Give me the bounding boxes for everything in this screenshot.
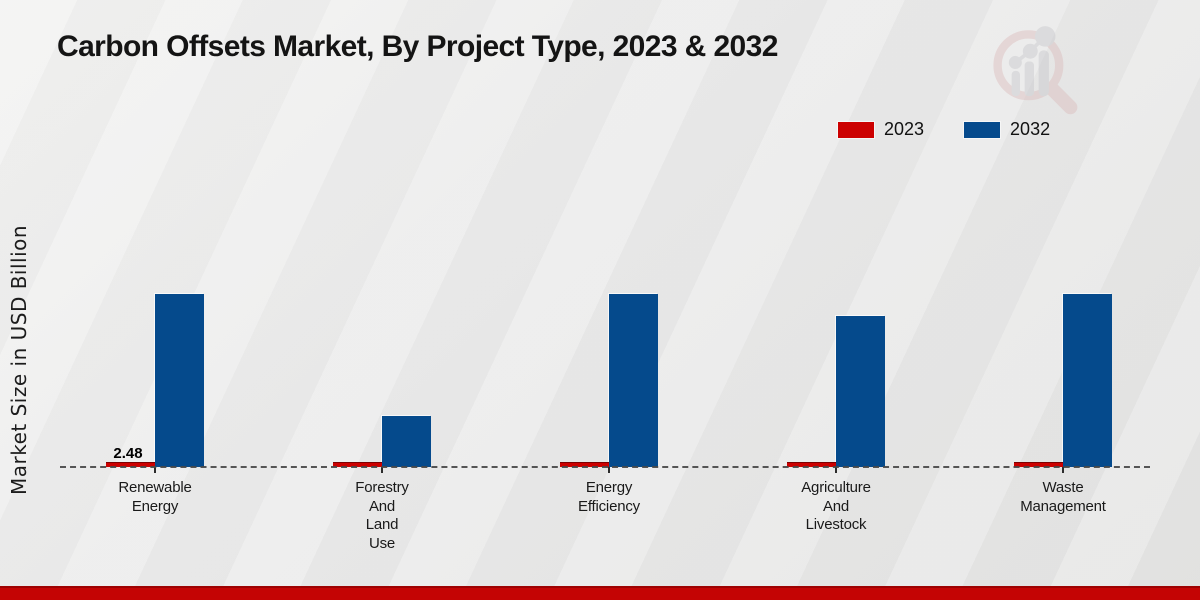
bar-value-label: 2.48 [113,445,143,462]
x-axis-dashed-line [60,466,1150,468]
legend-label-2023: 2023 [884,119,925,139]
y-axis-label: Market Size in USD Billion [7,224,31,495]
legend-swatch-2023 [838,121,874,138]
chart-title: Carbon Offsets Market, By Project Type, … [57,30,778,63]
bar-2023-forestry-and-land-use [333,462,382,467]
bar-2023-energy-efficiency [560,462,609,467]
bar-2032-agriculture-and-livestock [836,316,885,467]
category-label-waste-management: Waste Management [1020,479,1106,515]
bar-2032-waste-management [1063,294,1112,467]
category-label-energy-efficiency: Energy Efficiency [578,479,640,515]
x-axis-tick [381,467,383,473]
category-label-renewable-energy: Renewable Energy [118,479,192,515]
bar-2023-waste-management [1014,462,1063,467]
legend-item-2023: 2023 [838,119,924,140]
x-axis-tick [154,467,156,473]
footer-red-strip [0,586,1200,600]
bar-2032-forestry-and-land-use [382,416,431,467]
bar-2023-renewable-energy [106,462,155,467]
bar-chart-magnifier-logo [993,26,1078,115]
bar-2032-renewable-energy [155,294,204,467]
legend: 2023 2032 [838,119,1050,140]
x-axis-tick [1062,467,1064,473]
x-axis-tick [608,467,610,473]
category-label-agriculture-and-livestock: Agriculture And Livestock [801,479,871,533]
legend-swatch-2032 [964,121,1001,138]
category-label-forestry-and-land-use: Forestry And Land Use [355,479,409,552]
legend-label-2032: 2032 [1010,119,1051,139]
x-axis-tick [835,467,837,473]
legend-item-2032: 2032 [964,119,1050,140]
bar-2023-agriculture-and-livestock [787,462,836,467]
bar-2032-energy-efficiency [609,294,658,467]
